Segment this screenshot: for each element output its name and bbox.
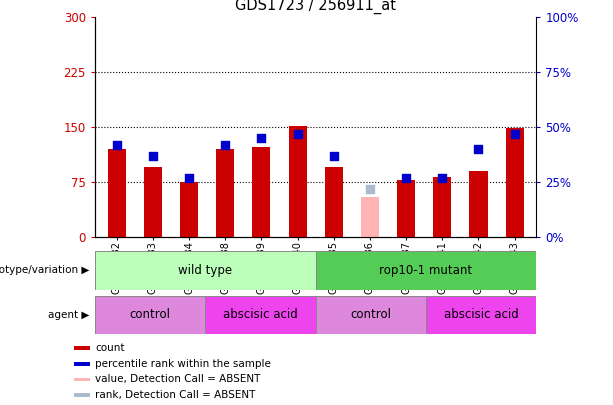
Bar (470, 171, 487, 237)
Point (402, 174, 411, 181)
Bar (316, 296, 426, 334)
Text: abscisic acid: abscisic acid (444, 308, 519, 322)
Point (365, 185, 375, 192)
Bar (253, 147, 270, 237)
Point (256, 135, 266, 141)
Text: rop10-1 mutant: rop10-1 mutant (379, 264, 473, 277)
Bar (74, 346, 90, 350)
Point (292, 130, 302, 137)
Point (148, 152, 158, 159)
Text: genotype/variation ▶: genotype/variation ▶ (0, 265, 89, 275)
Point (329, 152, 339, 159)
Text: control: control (130, 308, 170, 322)
Bar (397, 181, 415, 237)
Bar (216, 149, 234, 237)
Bar (433, 177, 451, 237)
Text: abscisic acid: abscisic acid (223, 308, 298, 322)
Bar (108, 149, 126, 237)
Bar (144, 167, 162, 237)
Bar (426, 296, 536, 334)
Point (184, 174, 194, 181)
Bar (316, 251, 536, 290)
Text: percentile rank within the sample: percentile rank within the sample (95, 359, 271, 369)
Text: value, Detection Call = ABSENT: value, Detection Call = ABSENT (95, 375, 261, 384)
Bar (95, 296, 205, 334)
Text: rank, Detection Call = ABSENT: rank, Detection Call = ABSENT (95, 390, 256, 400)
Bar (289, 126, 306, 237)
Point (474, 146, 484, 152)
Point (510, 130, 520, 137)
Text: agent ▶: agent ▶ (48, 310, 89, 320)
Bar (74, 362, 90, 366)
Point (438, 174, 447, 181)
Bar (506, 128, 524, 237)
Bar (361, 196, 379, 237)
Text: count: count (95, 343, 124, 353)
Text: wild type: wild type (178, 264, 232, 277)
Title: GDS1723 / 256911_at: GDS1723 / 256911_at (235, 0, 396, 14)
Text: control: control (351, 308, 391, 322)
Bar (180, 182, 198, 237)
Bar (74, 377, 90, 382)
Point (112, 141, 121, 148)
Point (220, 141, 230, 148)
Bar (74, 393, 90, 397)
Bar (95, 251, 316, 290)
Bar (325, 167, 343, 237)
Bar (205, 296, 316, 334)
